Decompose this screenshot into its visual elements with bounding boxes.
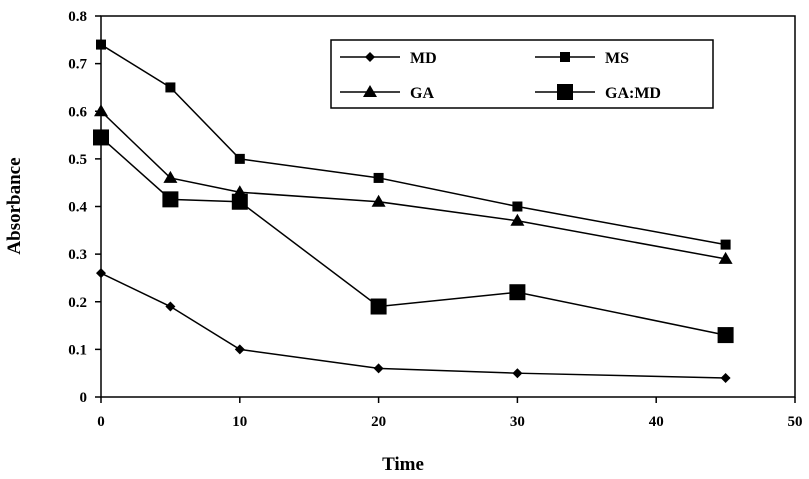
y-tick-label: 0.1 (68, 342, 87, 358)
series-group (93, 39, 734, 383)
legend-entry-ga: GA (340, 85, 434, 102)
x-tick-label: 50 (788, 414, 803, 430)
legend-entry-md: MD (340, 50, 437, 67)
square-marker (560, 52, 570, 62)
diamond-marker (720, 372, 731, 383)
series-ga-md (93, 129, 734, 344)
legend-box (330, 39, 714, 109)
x-axis-title: Time (382, 454, 424, 475)
legend-label: GA:MD (605, 85, 661, 102)
diamond-marker (512, 368, 523, 379)
square-marker (234, 153, 245, 164)
axes (95, 15, 796, 403)
large-square-marker (93, 129, 109, 146)
triangle-marker (718, 251, 733, 264)
square-marker (165, 82, 176, 93)
series-md (96, 268, 731, 383)
square-marker (96, 39, 106, 50)
legend-label: MS (605, 50, 629, 67)
legend-label: MD (410, 50, 437, 67)
diamond-marker (234, 344, 245, 355)
y-tick-label: 0 (80, 390, 88, 406)
x-tick-label: 20 (371, 414, 386, 430)
y-tick-label: 0.3 (68, 247, 87, 263)
x-tick-label: 10 (232, 414, 247, 430)
diamond-marker (165, 301, 176, 312)
large-square-marker (370, 298, 387, 315)
x-tick-label: 40 (649, 414, 664, 430)
series-line-ga (100, 110, 726, 260)
y-tick-label: 0.8 (68, 9, 87, 25)
y-tick-label: 0.7 (68, 57, 87, 73)
triangle-marker (510, 213, 525, 226)
triangle-marker (371, 194, 386, 207)
y-axis-title: Absorbance (4, 157, 25, 254)
series-line-ms (100, 43, 726, 246)
legend-entry-ga-md: GA:MD (535, 84, 661, 102)
large-square-marker (509, 284, 526, 301)
series-line-ga-md (100, 136, 726, 336)
y-tick-label: 0.6 (68, 104, 87, 120)
large-square-marker (717, 327, 734, 344)
triangle-marker (363, 85, 377, 97)
legend: MD MS GA GA:MD (330, 39, 714, 109)
x-tick-label: 0 (97, 414, 105, 430)
series-ga (94, 104, 733, 264)
large-square-marker (162, 191, 179, 208)
square-marker (512, 201, 523, 212)
tick-labels: 0 0.1 0.2 0.3 0.4 0.5 0.6 0.7 0.8 0 10 20 30 40 50 (68, 9, 802, 430)
y-tick-label: 0.4 (68, 200, 87, 216)
series-line-md (100, 272, 726, 379)
diamond-marker (373, 363, 384, 374)
y-tick-label: 0.5 (68, 152, 87, 168)
triangle-marker (94, 104, 108, 117)
large-square-marker (231, 193, 248, 210)
triangle-marker (163, 170, 178, 183)
series-ms (96, 39, 731, 250)
diamond-marker (96, 268, 106, 279)
x-tick-label: 30 (510, 414, 525, 430)
square-marker (373, 172, 384, 183)
legend-label: GA (410, 85, 434, 102)
diamond-marker (365, 52, 375, 62)
legend-entry-ms: MS (535, 50, 629, 67)
y-tick-label: 0.2 (68, 295, 87, 311)
square-marker (720, 239, 731, 250)
large-square-marker (557, 84, 573, 100)
